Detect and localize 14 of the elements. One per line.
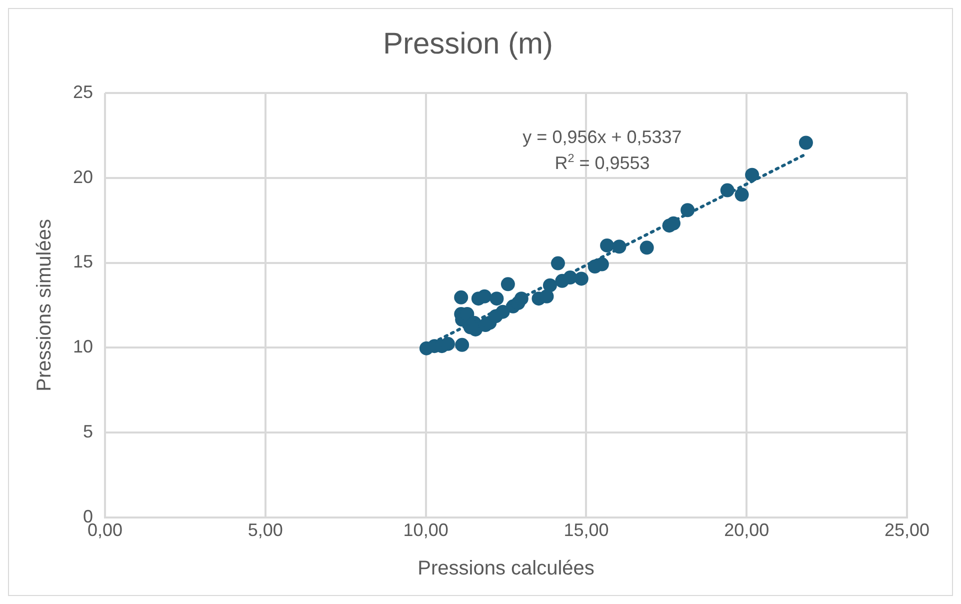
x-axis-title: Pressions calculées <box>418 558 594 580</box>
x-tick-label: 25,00 <box>884 520 930 540</box>
y-tick-label: 15 <box>72 252 94 272</box>
x-tick-label: 15,00 <box>564 520 609 540</box>
y-tick-label: 20 <box>72 166 94 187</box>
chart-title: Pression (m) <box>382 27 554 60</box>
y-tick-label: 5 <box>83 421 94 442</box>
x-tick-label: 10,00 <box>403 520 448 540</box>
annotation: y = 0,956x + 0,5337 <box>522 127 682 147</box>
x-tick-label: 5,00 <box>248 520 283 540</box>
y-axis-title: Pressions simulées <box>34 219 56 392</box>
y-tick-label: 25 <box>72 82 94 102</box>
x-tick-label: 20,00 <box>724 520 770 540</box>
y-tick-label: 10 <box>72 336 94 357</box>
